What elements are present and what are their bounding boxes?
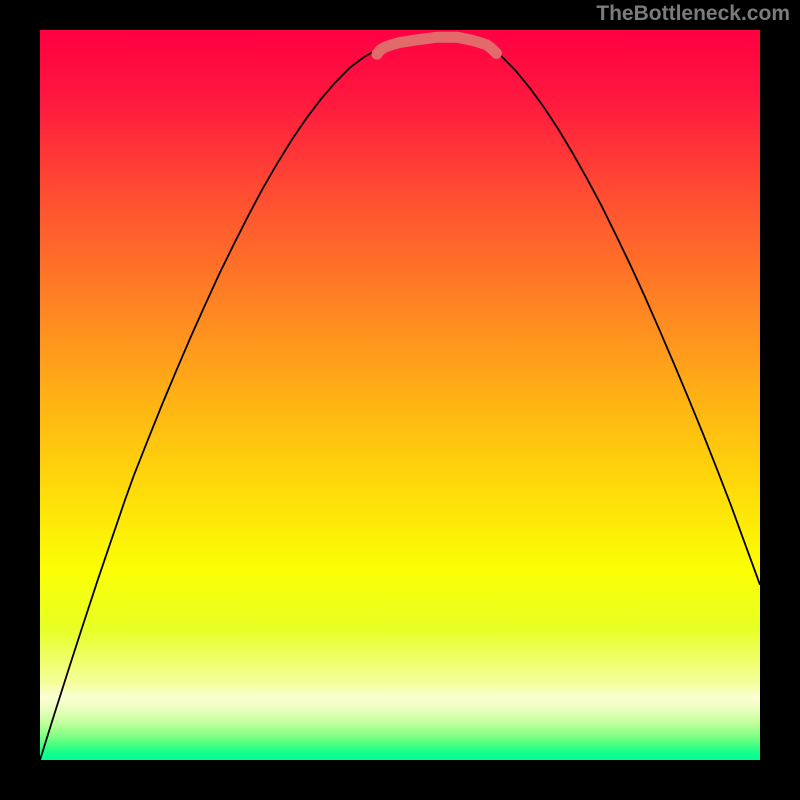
- bottleneck-chart: [40, 30, 760, 760]
- chart-background: [40, 30, 760, 760]
- watermark-label: TheBottleneck.com: [596, 2, 790, 26]
